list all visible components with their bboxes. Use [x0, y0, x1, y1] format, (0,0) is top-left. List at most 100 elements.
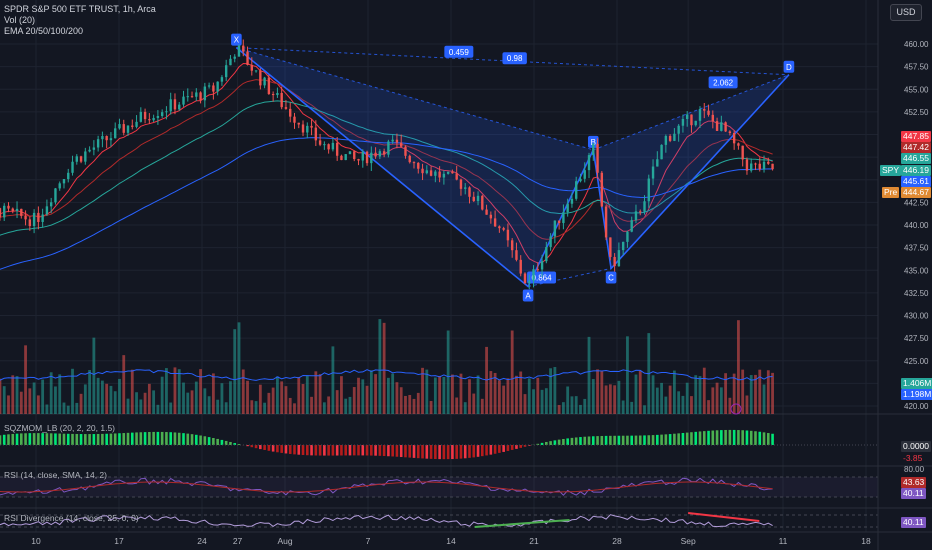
candle-body: [101, 136, 104, 140]
volume-bar: [630, 401, 634, 414]
volume-bar: [284, 386, 288, 414]
volume-bar: [2, 386, 6, 414]
candle-body: [233, 56, 236, 59]
price-tick-label: 440.00: [904, 221, 929, 230]
sqz-bar: [660, 434, 663, 445]
volume-bar: [301, 384, 305, 414]
volume-bar: [276, 376, 279, 414]
sqz-bar: [246, 445, 249, 447]
time-tick-label: 18: [861, 536, 871, 546]
candle-body: [374, 152, 377, 157]
volume-bar: [199, 369, 202, 414]
volume-bar: [766, 370, 770, 414]
volume-bar: [711, 387, 715, 414]
sqz-bar: [638, 435, 642, 445]
sqz-bar: [758, 431, 762, 445]
candle-body: [767, 161, 770, 164]
sqz-bar: [139, 432, 143, 445]
time-tick-label: 28: [612, 536, 622, 546]
ratio-label-xb-bg: [444, 45, 474, 58]
sqz-bar: [468, 445, 471, 458]
sqz-bar: [11, 433, 15, 445]
volume-bar: [510, 330, 514, 414]
volume-bar: [690, 396, 693, 414]
candle-body: [118, 124, 121, 129]
volume-bar: [754, 374, 757, 414]
volume-bar: [724, 373, 728, 414]
candle-body: [344, 154, 347, 161]
volume-bar: [587, 336, 591, 414]
price-label-ema50: 447.42: [901, 142, 931, 153]
volume-bar: [416, 392, 420, 414]
candle-body: [592, 143, 595, 156]
sqzmom-title: SQZMOM_LB (20, 2, 20, 1.5): [4, 423, 116, 433]
volume-bar: [446, 330, 450, 414]
sqz-bar: [318, 445, 322, 456]
candle-body: [455, 173, 458, 180]
volume-bar: [613, 385, 617, 414]
sqz-bar: [229, 441, 232, 445]
volume-bar: [361, 379, 365, 414]
volume-bar: [113, 391, 117, 414]
sqz-bar: [224, 440, 228, 445]
candle-body: [438, 171, 441, 178]
sqz-bar: [297, 445, 301, 455]
sqz-bar: [481, 445, 484, 457]
volume-bar: [58, 374, 62, 414]
volume-bar: [497, 380, 501, 414]
candle-body: [408, 155, 411, 163]
sqz-bar: [122, 433, 126, 445]
volume-bar: [707, 400, 710, 414]
candle-body: [425, 170, 429, 174]
sqz-bar: [749, 430, 753, 445]
volume-bar: [49, 372, 53, 414]
sqz-bar: [237, 444, 241, 445]
volume-bar: [177, 369, 181, 414]
volume-bar: [476, 375, 480, 414]
price-tick-label: 452.50: [904, 108, 929, 117]
sqz-bar: [113, 433, 117, 445]
candle-body: [195, 92, 198, 97]
sqz-bar: [143, 432, 147, 445]
sqz-bar: [643, 435, 646, 445]
volume-bar: [318, 374, 322, 414]
volume-bar: [207, 396, 211, 414]
sqz-bar: [600, 435, 604, 445]
candle-body: [182, 96, 185, 105]
volume-bar: [250, 400, 254, 414]
sqz-bar: [378, 445, 382, 456]
candle-body: [523, 273, 527, 284]
candle-body: [677, 125, 680, 134]
volume-bar: [391, 373, 395, 414]
candle-body: [532, 269, 535, 281]
volume-bar: [322, 402, 326, 414]
pattern-point-a: A: [525, 292, 531, 301]
currency-button[interactable]: USD: [890, 4, 922, 21]
sqz-bar: [421, 445, 424, 459]
candle-body: [707, 110, 710, 115]
candle-body: [737, 143, 740, 146]
volume-bar: [335, 390, 339, 414]
candle-body: [750, 163, 753, 171]
candle-body: [421, 168, 424, 174]
volume-bar: [544, 388, 548, 414]
sqz-bar: [502, 445, 505, 452]
sqz-bar: [634, 435, 638, 445]
candle-body: [280, 93, 283, 108]
volume-bar: [369, 370, 373, 414]
volume-bar: [442, 376, 446, 414]
candle-body: [224, 65, 228, 78]
volume-bar: [310, 396, 313, 414]
candle-body: [481, 195, 484, 210]
sqz-bar: [562, 438, 565, 445]
sqz-bar: [331, 445, 335, 456]
candle-body: [681, 118, 685, 126]
candle-body: [549, 236, 552, 247]
sqz-bar: [88, 434, 91, 445]
candle-body: [506, 229, 510, 241]
volume-bar: [32, 382, 36, 414]
volume-bar: [617, 380, 621, 414]
candle-body: [400, 142, 403, 147]
volume-bar: [677, 391, 681, 414]
